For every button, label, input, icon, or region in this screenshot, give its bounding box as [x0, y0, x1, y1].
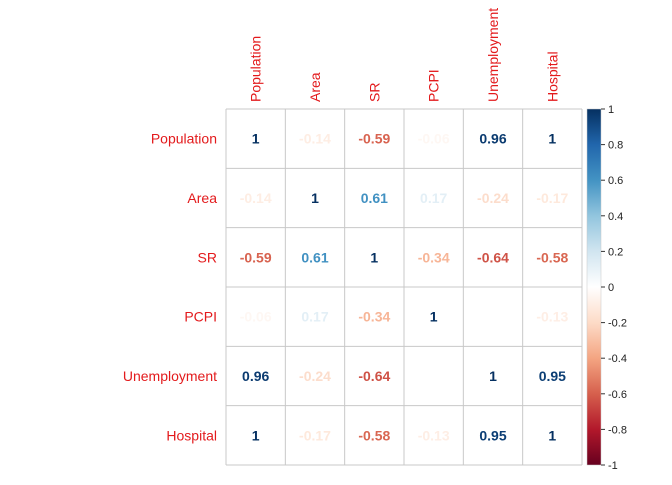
heatmap-cell — [226, 227, 286, 287]
column-label: Unemployment — [485, 8, 501, 102]
cell-value: -0.59 — [240, 249, 272, 265]
colorbar-tick-label: -0.2 — [608, 318, 627, 330]
heatmap-cell — [522, 346, 582, 406]
cell-value: 0.61 — [361, 190, 388, 206]
colorbar-tick-label: 0.8 — [608, 140, 623, 152]
colorbar-tick-label: -1 — [608, 460, 618, 472]
heatmap-cell — [403, 168, 464, 228]
column-label: Population — [248, 36, 264, 102]
cell-value: -0.17 — [299, 427, 331, 443]
heatmap-cell — [344, 346, 404, 406]
heatmap-cell — [285, 227, 345, 287]
heatmap-cell — [226, 405, 286, 465]
cell-value: -0.59 — [358, 131, 390, 147]
heatmap-cell — [285, 405, 345, 465]
column-label: Hospital — [544, 51, 560, 102]
column-label: PCPI — [426, 69, 442, 102]
cell-value: -0.13 — [418, 427, 450, 443]
heatmap-cell — [226, 109, 286, 169]
cell-value: -0.06 — [418, 131, 450, 147]
cell-value: -0.34 — [358, 309, 390, 325]
heatmap-cell — [285, 168, 345, 228]
cell-value: 0.96 — [242, 368, 269, 384]
colorbar-tick-label: -0.4 — [608, 353, 627, 365]
heatmap-cell — [403, 405, 464, 465]
cell-value: -0.17 — [536, 190, 568, 206]
row-label: Area — [187, 190, 217, 206]
heatmap-cell — [403, 346, 464, 406]
cell-value: -0.14 — [240, 190, 272, 206]
colorbar-tick-label: 0.2 — [608, 246, 623, 258]
cell-value: 0.95 — [479, 427, 506, 443]
heatmap-cell — [226, 168, 286, 228]
heatmap-cell — [522, 168, 582, 228]
colorbar-tick-label: -0.8 — [608, 424, 627, 436]
cell-value: 1 — [548, 427, 556, 443]
heatmap-cell — [463, 227, 523, 287]
cell-value: -0.24 — [477, 190, 509, 206]
cell-value: -0.64 — [358, 368, 390, 384]
heatmap-cell — [463, 405, 523, 465]
heatmap-cell — [344, 168, 404, 228]
row-label: SR — [198, 249, 217, 265]
cell-value: 1 — [548, 131, 556, 147]
cell-value: 1 — [430, 309, 438, 325]
cell-value: 0.17 — [420, 190, 447, 206]
colorbar-tick-label: 0.4 — [608, 211, 623, 223]
row-label: Hospital — [166, 427, 217, 443]
heatmap-cell — [344, 109, 404, 169]
row-label: PCPI — [184, 309, 217, 325]
cell-value: 1 — [370, 249, 378, 265]
heatmap-cell — [463, 109, 523, 169]
column-label: Area — [307, 72, 323, 102]
cell-value: 0.17 — [301, 309, 328, 325]
colorbar-tick-label: 1 — [608, 104, 614, 116]
heatmap-cell — [522, 109, 582, 169]
cell-value: 1 — [252, 427, 260, 443]
cell-value: -0.64 — [477, 249, 509, 265]
row-label: Unemployment — [123, 368, 217, 384]
cell-value: -0.58 — [536, 249, 568, 265]
cell-value: 1 — [252, 131, 260, 147]
heatmap-cell — [522, 405, 582, 465]
heatmap-cell — [344, 286, 404, 347]
colorbar — [586, 108, 602, 466]
colorbar-tick-label: 0 — [608, 282, 614, 294]
cell-value: 1 — [311, 190, 319, 206]
cell-value: -0.24 — [299, 368, 331, 384]
heatmap-cell — [463, 346, 523, 406]
heatmap-cell — [226, 286, 286, 347]
heatmap-cell — [285, 286, 345, 347]
heatmap-cell — [285, 109, 345, 169]
colorbar-tick-label: -0.6 — [608, 389, 627, 401]
heatmap-cell — [344, 227, 404, 287]
heatmap-cell — [403, 286, 464, 347]
column-label: SR — [366, 83, 382, 102]
heatmap-cell — [463, 168, 523, 228]
cell-value: 1 — [489, 368, 497, 384]
heatmap-cell — [344, 405, 404, 465]
heatmap-cell — [522, 227, 582, 287]
heatmap-cell — [403, 109, 464, 169]
cell-value: 0.61 — [301, 249, 328, 265]
cell-value: -0.13 — [536, 309, 568, 325]
cell-value: -0.06 — [240, 309, 272, 325]
heatmap-cell — [285, 346, 345, 406]
cell-value: 0.95 — [539, 368, 566, 384]
cell-value: -0.58 — [358, 427, 390, 443]
cell-value: 0.96 — [479, 131, 506, 147]
heatmap-cell — [226, 346, 286, 406]
heatmap-cell — [463, 286, 523, 347]
heatmap-cell — [522, 286, 582, 347]
cell-value: -0.14 — [299, 131, 331, 147]
heatmap-cell — [403, 227, 464, 287]
colorbar-tick-label: 0.6 — [608, 175, 623, 187]
row-label: Population — [151, 131, 217, 147]
cell-value: -0.34 — [418, 249, 450, 265]
